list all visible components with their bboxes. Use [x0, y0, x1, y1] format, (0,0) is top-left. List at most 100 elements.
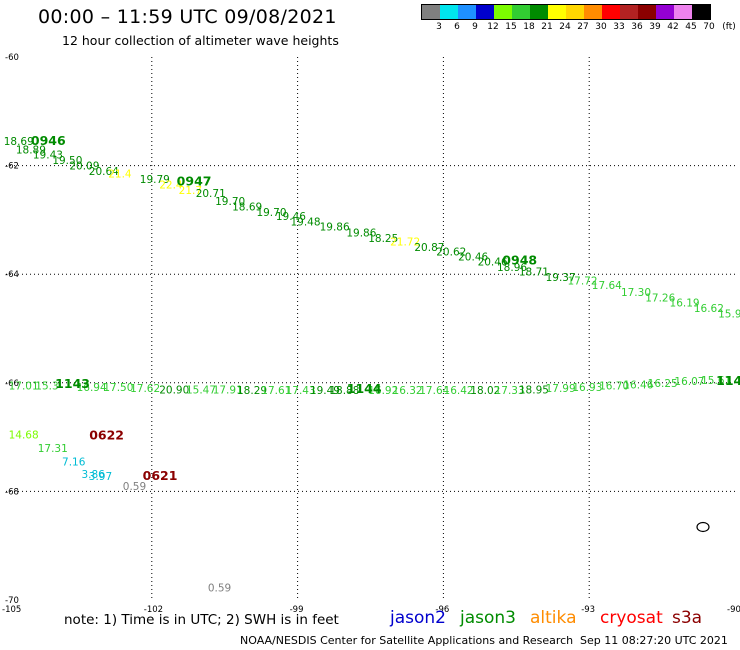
- color-scale-label: 15: [505, 22, 517, 32]
- wave-height-reading: 16.32: [393, 385, 423, 397]
- wave-height-reading: 21.4: [108, 169, 132, 181]
- footer-timestamp: Sep 11 08:27:20 UTC 2021: [580, 634, 728, 647]
- wave-height-reading: 18.02: [470, 385, 500, 397]
- color-scale-swatch: [692, 5, 710, 19]
- island-shape: [696, 521, 710, 533]
- color-scale-labels: 3 6 9 12 15 18 21 24 27 30 33 36 39 42 45 70 (ft): [421, 20, 736, 34]
- wave-height-reading: 16.70: [599, 381, 629, 393]
- wave-height-reading: 19.37: [546, 272, 576, 284]
- wave-height-reading: 20.87: [414, 242, 444, 254]
- wave-height-reading: 16.46: [623, 379, 653, 391]
- color-scale-label: 45: [685, 22, 697, 32]
- wave-height-reading: 17.64: [592, 280, 622, 292]
- wave-height-reading: 16.94: [77, 382, 107, 394]
- color-scale-label: 9: [472, 22, 478, 32]
- color-scale-swatch: [566, 5, 584, 19]
- color-scale-swatch: [422, 5, 440, 19]
- color-scale-swatch: [584, 5, 602, 19]
- track-cryosat: 14.68 17.31 7.163.863.97 0.59 0622: [9, 427, 147, 493]
- color-scale-swatch: [458, 5, 476, 19]
- wave-height-reading: 19.46: [276, 211, 306, 223]
- wave-height-reading: 20.46: [458, 251, 488, 263]
- wave-height-reading: 17.99: [546, 383, 576, 395]
- color-scale-label: 12: [487, 22, 499, 32]
- wave-height-reading: 20.71: [196, 188, 226, 200]
- color-scale-swatch: [602, 5, 620, 19]
- wave-height-reading: 17.31: [38, 443, 68, 455]
- lat-lon-grid: [6, 57, 735, 600]
- satellite-legend-altika: altika: [530, 608, 577, 628]
- wave-height-reading: 19.79: [140, 174, 170, 186]
- latitude-tick-label: -62: [5, 162, 19, 172]
- longitude-tick-label: -105: [2, 605, 21, 615]
- wave-height-reading: 20.64: [89, 166, 119, 178]
- track-jason3: 0948: [502, 253, 537, 268]
- color-scale-swatch: [440, 5, 458, 19]
- wave-height-reading: 17.91: [213, 384, 243, 396]
- wave-height-reading: 19.70: [256, 207, 286, 219]
- wave-height-reading: 15.47: [186, 384, 216, 396]
- color-scale-label: 24: [559, 22, 571, 32]
- wave-height-reading: 18.95: [519, 384, 549, 396]
- longitude-tick-label: -99: [290, 605, 304, 615]
- wave-height-reading: 18.69: [232, 201, 262, 213]
- wave-height-reading: 16.19: [670, 297, 700, 309]
- wave-height-reading: 18.71: [519, 266, 549, 278]
- wave-height-reading: 18.96: [497, 262, 527, 274]
- satellite-legend-jason2: jason2: [390, 608, 446, 628]
- wave-height-reading: 3.97: [89, 471, 112, 483]
- wave-height-reading: 15.3: [35, 381, 58, 393]
- wave-height-color-scale: 3 6 9 12 15 18 21 24 27 30 33 36 39 42 45 70 (ft): [421, 4, 736, 34]
- map-subtitle: 12 hour collection of altimeter wave hei…: [62, 33, 339, 48]
- color-scale-label: 21: [541, 22, 553, 32]
- wave-height-reading: 17.64: [419, 385, 449, 397]
- wave-height-reading: 16.07: [674, 376, 704, 388]
- wave-height-reading: 7.16: [62, 457, 86, 469]
- wave-height-reading: 18.88: [329, 385, 359, 397]
- color-scale-swatch: [548, 5, 566, 19]
- color-scale-label: 36: [631, 22, 643, 32]
- satellite-legend-s3a: s3a: [672, 608, 703, 628]
- wave-height-reading: 17.62: [130, 383, 160, 395]
- color-scale-swatch: [530, 5, 548, 19]
- color-scale-label: 27: [577, 22, 589, 32]
- pass-time-label: 0948: [502, 253, 537, 268]
- wave-height-reading: 0.59: [208, 583, 231, 595]
- color-scale-swatch: [620, 5, 638, 19]
- color-scale-unit: (ft): [722, 22, 736, 32]
- wave-height-reading: 19.86: [346, 227, 376, 239]
- wave-height-reading: 22.4: [159, 180, 183, 192]
- satellite-legend-jason3: jason3: [460, 608, 516, 628]
- track-jason3: 1143: [716, 373, 740, 388]
- wave-height-reading: 17.30: [621, 287, 651, 299]
- longitude-tick-label: -102: [144, 605, 163, 615]
- color-scale-label: 39: [649, 22, 661, 32]
- wave-height-reading: 20.90: [159, 384, 189, 396]
- wave-height-reading: 19.50: [52, 155, 82, 167]
- wave-height-reading: 17.26: [645, 293, 675, 305]
- color-scale-label: 42: [667, 22, 679, 32]
- latitude-tick-label: -70: [5, 596, 19, 606]
- wave-height-reading: 15.61: [701, 375, 731, 387]
- wave-height-reading: 18.25: [368, 233, 398, 245]
- longitude-tick-label: -93: [581, 605, 595, 615]
- pass-time-label: 0947: [177, 173, 212, 188]
- wave-height-reading: 3.86: [81, 469, 105, 481]
- latitude-tick-label: -64: [5, 270, 19, 280]
- color-scale-swatch: [674, 5, 692, 19]
- latitude-tick-label: -66: [5, 379, 19, 389]
- wave-height-reading: 20.09: [69, 161, 99, 173]
- color-scale-label: 18: [523, 22, 535, 32]
- color-scale-label: 33: [613, 22, 625, 32]
- wave-height-reading: 16.92: [368, 385, 398, 397]
- wave-height-reading: 14.68: [9, 429, 39, 441]
- latitude-axis: -60 -62 -64 -66 -68 -70: [5, 53, 19, 606]
- longitude-axis: -105 -102 -99 -96 -93 -90: [2, 605, 740, 615]
- color-scale-swatches: [421, 4, 711, 20]
- color-scale-swatch: [656, 5, 674, 19]
- latitude-tick-label: -60: [5, 53, 19, 63]
- track-cryosat: 0621: [143, 468, 178, 483]
